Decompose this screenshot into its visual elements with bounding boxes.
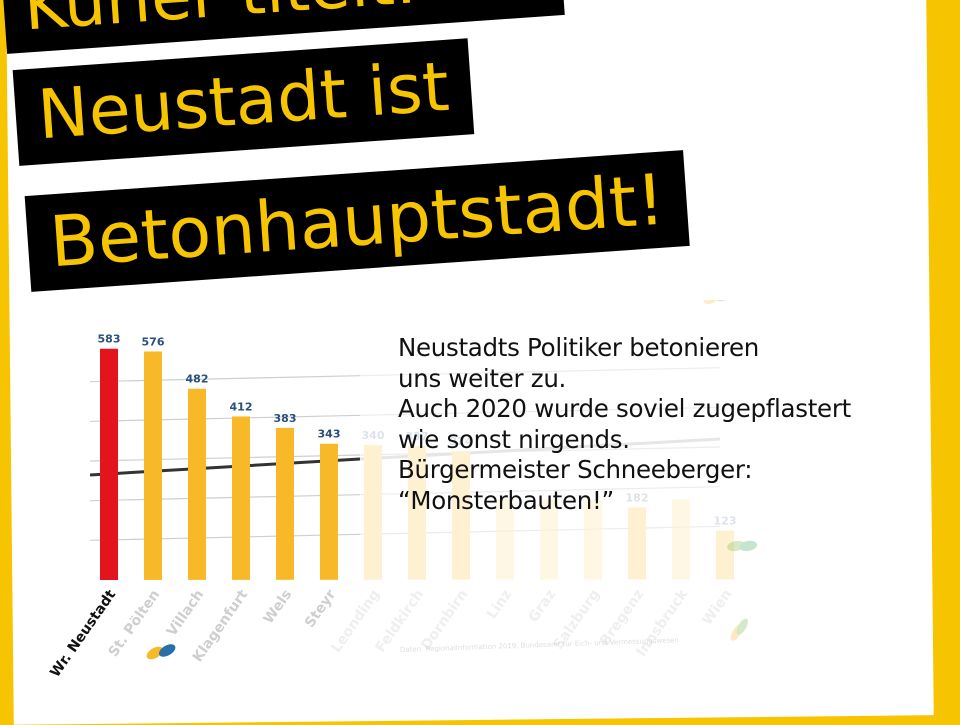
value-label-14: 123	[714, 515, 737, 528]
bar-2	[188, 388, 206, 580]
category-label-5: Steyr	[302, 587, 339, 631]
value-label-4: 383	[274, 412, 297, 425]
leaf-logo-faded-icon	[703, 300, 733, 305]
bar-8	[452, 451, 470, 580]
body-line-4: wie sonst nirgends.	[398, 424, 630, 454]
headline-line-3: Betonhauptstadt!	[24, 150, 690, 292]
bar-1	[144, 351, 162, 580]
value-label-7: 337	[406, 430, 429, 443]
grid-line-200	[89, 494, 361, 502]
grid-line-100	[89, 533, 361, 541]
grid-line-300	[89, 454, 361, 462]
body-line-1: Neustadts Politiker betonieren	[398, 333, 759, 362]
bar-9	[496, 499, 514, 580]
body-line-3: Auch 2020 wurde soviel zugepflastert	[398, 394, 851, 423]
grid-line-faded-500	[359, 367, 721, 377]
value-label-8: 324	[450, 435, 473, 448]
leaf-logo-icon	[146, 644, 176, 660]
category-label-0: Wr. Neustadt	[47, 587, 119, 681]
category-label-9: Linz	[484, 587, 515, 622]
category-label-10: Graz	[526, 587, 560, 626]
value-label-2: 482	[186, 373, 209, 386]
chart-bars	[100, 348, 734, 580]
bar-chart: 583 576 482 412 383 343 340 337 324 182 123 Wr. Ne…	[47, 300, 758, 680]
leaf-logo-faded-icon-3	[730, 618, 748, 641]
bar-11	[584, 499, 602, 580]
grid-line-faded-400	[359, 406, 721, 416]
category-label-2: Villach	[164, 587, 207, 639]
bar-6	[364, 444, 382, 580]
bar-5	[320, 443, 338, 580]
body-text: Neustadts Politiker betonieren uns weite…	[398, 333, 851, 516]
bar-14	[716, 530, 734, 580]
headline: Kurier titelt: Wr. Neustadt ist Betonhau…	[0, 0, 960, 310]
leaf-logo-faded-icon-2	[727, 540, 758, 552]
body-line-6: “Monsterbauten!”	[398, 485, 614, 515]
grid-line-500	[89, 375, 361, 383]
headline-line-1: Kurier titelt: Wr.	[0, 0, 565, 54]
category-label-14: Wien	[699, 587, 735, 629]
bar-7	[408, 446, 426, 580]
category-label-4: Wels	[261, 587, 296, 627]
value-label-3: 412	[230, 400, 253, 413]
bar-12	[628, 507, 646, 580]
value-label-6: 340	[362, 429, 385, 442]
bar-3	[232, 416, 250, 580]
headline-line-2: Neustadt ist	[12, 38, 475, 166]
average-line	[89, 457, 361, 477]
body-line-5: Bürgermeister Schneeberger:	[398, 455, 753, 484]
value-label-12: 182	[626, 491, 649, 504]
chart-decorations	[146, 300, 758, 660]
bar-10	[540, 499, 558, 580]
right-yellow-border	[928, 0, 960, 720]
bar-13	[672, 499, 690, 580]
bar-4	[276, 427, 294, 580]
bar-0	[100, 348, 118, 580]
grid-line-400	[89, 414, 361, 422]
chart-value-labels: 583 576 482 412 383 343 340 337 324 182 123	[98, 333, 737, 528]
value-label-5: 343	[318, 428, 341, 441]
value-label-0: 583	[98, 333, 121, 346]
body-line-2: uns weiter zu.	[398, 363, 567, 393]
value-label-1: 576	[142, 335, 165, 348]
